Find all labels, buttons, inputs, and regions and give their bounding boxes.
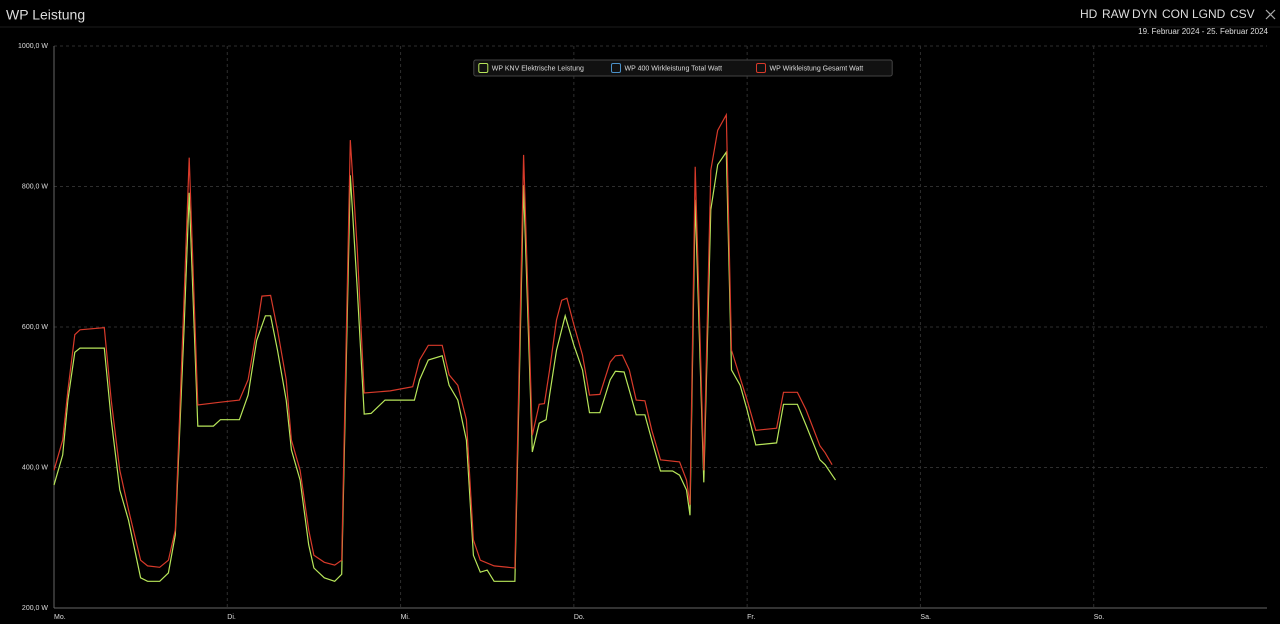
y-tick-label: 600,0 W (22, 324, 48, 331)
x-tick-label: Fr. (747, 614, 755, 621)
legend-checkbox[interactable] (478, 63, 489, 73)
toolbar-button[interactable]: CSV (1230, 7, 1255, 21)
date-range: 19. Februar 2024 - 25. Februar 2024 (1138, 27, 1268, 36)
x-tick-label: Mo. (54, 614, 66, 621)
legend-label[interactable]: WP 400 Wirkleistung Total Watt (625, 65, 723, 72)
series-line (53, 150, 836, 582)
y-tick-label: 400,0 W (22, 464, 48, 471)
legend-box (473, 59, 893, 77)
toolbar-button[interactable]: LGND (1192, 7, 1226, 21)
x-tick-label: Do. (574, 614, 585, 621)
legend-checkbox[interactable] (756, 63, 766, 73)
toolbar-button[interactable]: HD (1080, 7, 1098, 21)
series-line (53, 112, 833, 569)
close-icon[interactable] (1265, 9, 1276, 20)
x-tick-label: So. (1094, 614, 1105, 621)
close-button[interactable] (1265, 9, 1276, 20)
y-tick-label: 1000,0 W (18, 43, 48, 50)
x-tick-label: Sa. (920, 614, 931, 621)
legend-label[interactable]: WP Wirkleistung Gesamt Watt (770, 65, 864, 72)
legend: WP KNV Elektrische Leistung WP 400 Wirkle… (473, 59, 893, 77)
chart-title: WP Leistung (6, 7, 85, 23)
toolbar-button[interactable]: CON (1162, 7, 1189, 21)
y-tick-label: 200,0 W (22, 605, 48, 612)
toolbar-button[interactable]: DYN (1132, 7, 1157, 21)
toolbar-button[interactable]: RAW (1102, 7, 1130, 21)
x-tick-label: Di. (227, 614, 236, 621)
legend-label[interactable]: WP KNV Elektrische Leistung (492, 65, 584, 72)
legend-checkbox[interactable] (611, 63, 621, 73)
x-tick-label: Mi. (401, 614, 410, 621)
y-tick-label: 800,0 W (22, 183, 48, 190)
